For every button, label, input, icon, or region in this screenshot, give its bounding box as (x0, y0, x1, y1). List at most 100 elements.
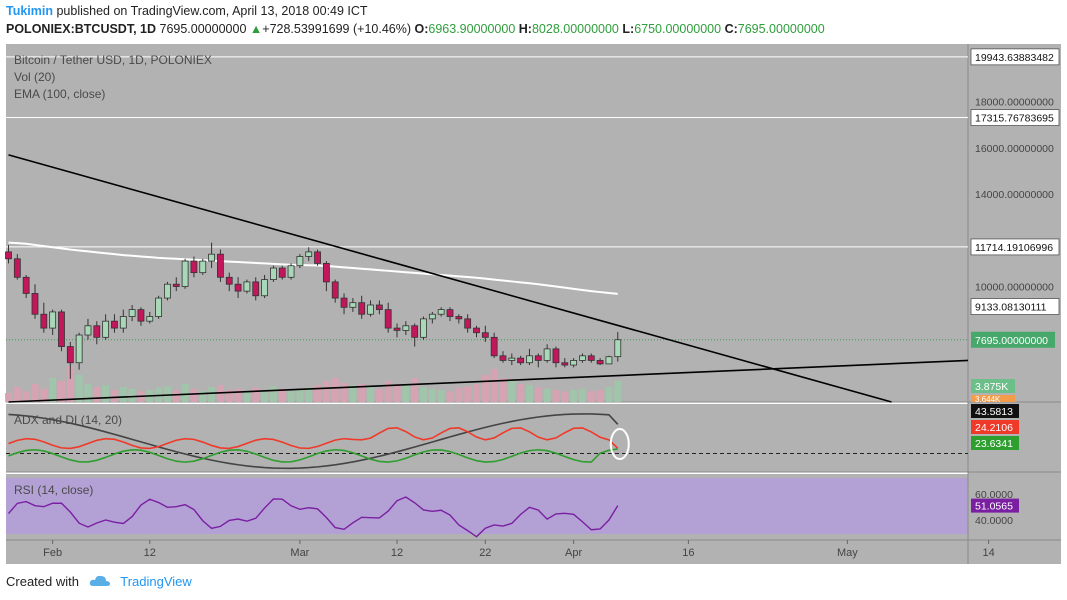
candle-up (614, 339, 622, 358)
candle-up (428, 313, 436, 320)
adx-pane[interactable] (6, 404, 968, 472)
candle-up (287, 265, 295, 278)
candle-down (252, 281, 260, 297)
price-tick-label: 14000.00000000 (975, 189, 1054, 201)
volume-bar (40, 388, 48, 402)
price-marker-label: 9133.08130111 (975, 302, 1047, 314)
price-marker-label: 19943.63883482 (975, 52, 1054, 64)
candle-up (261, 279, 268, 297)
volume-bar (22, 391, 30, 402)
time-axis-area[interactable] (6, 540, 1061, 564)
volume-bar (446, 391, 454, 402)
candle-down (464, 318, 472, 329)
volume-bar (84, 384, 92, 402)
time-tick-label: Apr (565, 547, 582, 559)
candle-up (49, 311, 57, 329)
price-marker-label: 11714.19106996 (975, 242, 1053, 254)
footer: Created with TradingView (6, 574, 192, 589)
volume-bar (596, 390, 604, 402)
time-tick-label: 14 (983, 547, 995, 559)
candle-up (155, 297, 163, 317)
volume-bar (314, 385, 322, 402)
candle-down (217, 253, 224, 278)
rsi-line (7, 496, 619, 538)
volume-bar (199, 391, 207, 402)
volume-bar (349, 385, 357, 402)
candle-down (234, 283, 242, 292)
price-marker-label: 17315.76783695 (975, 113, 1054, 125)
candle-up (119, 316, 127, 329)
volume-bar (75, 375, 83, 402)
price-tick-label: 18000.00000000 (975, 97, 1054, 109)
candle-down (111, 320, 118, 329)
volume-bar (5, 393, 12, 402)
candle-up (508, 357, 516, 361)
candle-down (481, 332, 489, 338)
volume-bar (384, 381, 392, 402)
candle-down (66, 346, 74, 364)
volume-bar (31, 384, 39, 402)
candle-up (181, 260, 189, 287)
volume-bar (119, 387, 127, 402)
tradingview-cloud-icon[interactable] (89, 574, 111, 588)
adx-value-label: 23.6341 (975, 438, 1013, 450)
ema-legend: EMA (100, close) (14, 87, 105, 101)
rsi-tick-label: 40.0000 (975, 515, 1013, 527)
price-marker-box (970, 238, 1060, 256)
volume-bar (296, 390, 304, 402)
volume-bar (402, 385, 410, 402)
author-name[interactable]: Tukimin (6, 4, 53, 18)
candle-up (349, 302, 357, 308)
candle-down (596, 360, 604, 365)
publish-info: Tukimin published on TradingView.com, Ap… (6, 4, 368, 18)
candle-down (172, 283, 180, 287)
rsi-band (6, 478, 968, 534)
volume-bar (605, 387, 613, 402)
adx-legend: ADX and DI (14, 20) (14, 413, 122, 427)
price-axis-area[interactable] (968, 44, 1061, 540)
volume-bar (490, 369, 498, 402)
candle-down (22, 276, 30, 294)
volume-bar (367, 387, 375, 402)
volume-bar (437, 390, 445, 402)
price-tick-label: 10000.00000000 (975, 282, 1054, 294)
adx-value-box (971, 420, 1019, 434)
trendline-descending (8, 154, 892, 403)
volume-ma-label: 3.644K (975, 395, 1001, 404)
candle-down (375, 304, 383, 311)
candle-up (128, 309, 136, 317)
tradingview-link[interactable]: TradingView (120, 574, 192, 589)
candle-up (543, 348, 551, 361)
ohlc-header: POLONIEX:BTCUSDT, 1D 7695.00000000 ▲+728… (6, 22, 825, 36)
time-tick-label: 16 (682, 547, 694, 559)
candle-up (579, 355, 586, 361)
candle-up (75, 334, 83, 364)
candle-up (570, 360, 578, 366)
volume-bar (614, 381, 622, 402)
trendline-ascending (8, 359, 969, 403)
candle-up (420, 318, 427, 338)
volume-bar (102, 385, 110, 402)
candle-up (199, 260, 207, 274)
volume-bar (163, 386, 171, 402)
last-price: 7695.00000000 (159, 22, 247, 36)
candle-up (367, 304, 374, 315)
volume-bar (305, 387, 313, 402)
candle-down (5, 251, 12, 260)
candle-down (93, 325, 101, 338)
candle-down (190, 260, 198, 274)
volume-legend: Vol (20) (14, 70, 55, 84)
last-price-label: 7695.00000000 (975, 335, 1048, 347)
created-with-text: Created with (6, 574, 79, 589)
volume-bar (110, 390, 118, 402)
volume-bar (543, 388, 551, 402)
candle-up (526, 355, 533, 364)
volume-label: 3.875K (975, 381, 1008, 393)
rsi-tick-label: 60.0000 (975, 489, 1013, 501)
candle-down (587, 355, 595, 361)
candle-down (499, 355, 507, 361)
main-pane[interactable] (6, 44, 968, 402)
candle-up (102, 320, 110, 338)
candle-up (296, 256, 304, 267)
